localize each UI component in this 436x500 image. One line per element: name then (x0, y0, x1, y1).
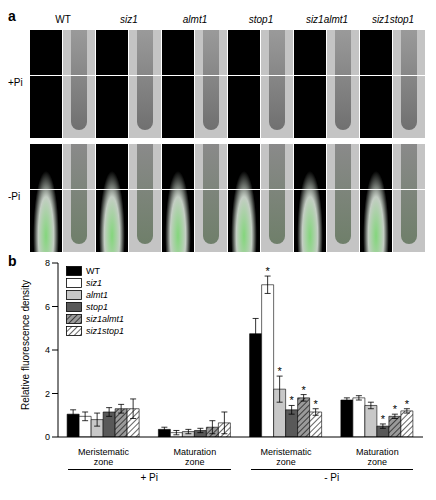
html-text:- Pi: - Pi (324, 472, 340, 483)
svg-text:6: 6 (45, 302, 50, 312)
svg-text:*: * (393, 403, 398, 415)
svg-text:*: * (301, 384, 306, 396)
html-text:stop1: stop1 (248, 14, 274, 25)
svg-text:*: * (277, 365, 282, 377)
html-text:-Pi: -Pi (8, 191, 21, 202)
svg-text:Relative fluorescence density: Relative fluorescence density (20, 280, 31, 410)
html-text:stop1: stop1 (86, 302, 108, 312)
html-text:siz1stop1: siz1stop1 (371, 14, 415, 25)
html-text:+Pi: +Pi (8, 77, 23, 88)
svg-text:*: * (313, 398, 318, 410)
svg-text:Meristematiczone: Meristematiczone (78, 447, 130, 467)
html-text:b: b (8, 253, 17, 269)
svg-text:*: * (405, 398, 410, 410)
html-text:+ Pi: + Pi (140, 472, 158, 483)
svg-text:Maturationzone: Maturationzone (174, 447, 217, 467)
html-text:siz1: siz1 (120, 14, 138, 25)
html-text:siz1almt1: siz1almt1 (305, 14, 349, 25)
html-text:a: a (8, 8, 16, 24)
html-text:almt1: almt1 (182, 14, 208, 25)
html-text:siz1: siz1 (86, 278, 102, 288)
svg-text:4: 4 (45, 345, 50, 355)
svg-text:*: * (289, 394, 294, 406)
html-text:WT: WT (55, 14, 71, 25)
html-text:WT: WT (86, 266, 100, 276)
svg-text:2: 2 (45, 389, 50, 399)
svg-text:8: 8 (45, 258, 50, 268)
html-text:almt1: almt1 (86, 290, 108, 300)
html-text:siz1stop1: siz1stop1 (86, 326, 124, 336)
svg-text:*: * (265, 265, 270, 277)
svg-text:*: * (381, 413, 386, 425)
svg-text:Maturationzone: Maturationzone (356, 447, 399, 467)
svg-text:0: 0 (45, 432, 50, 442)
svg-text:Meristematiczone: Meristematiczone (261, 447, 313, 467)
html-text:siz1almt1: siz1almt1 (86, 314, 124, 324)
